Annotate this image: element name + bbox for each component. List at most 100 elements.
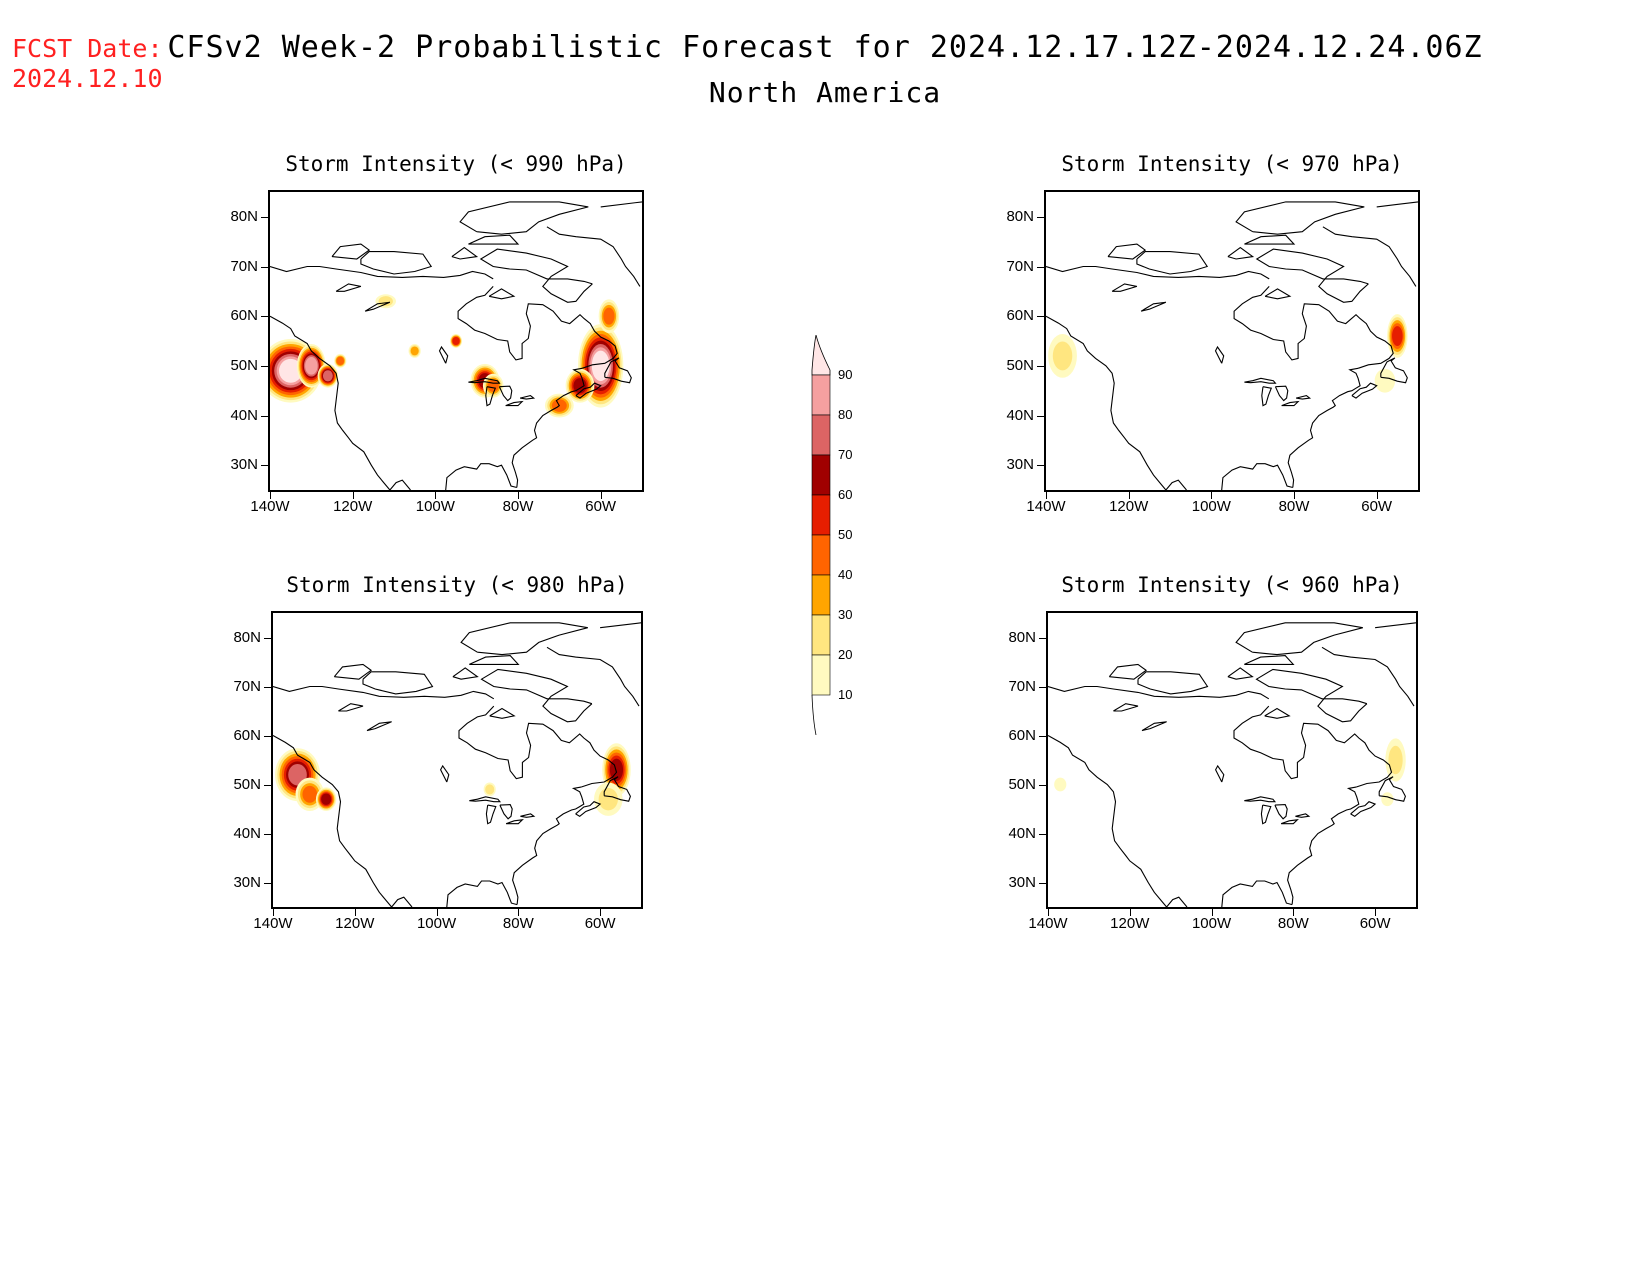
lon-tick [1046, 492, 1047, 499]
panel-title: Storm Intensity (< 960 hPa) [1061, 573, 1403, 597]
coastline [1380, 357, 1408, 384]
colorbar-label: 60 [838, 487, 853, 502]
coastline [439, 764, 450, 783]
lon-label: 60W [1359, 915, 1391, 932]
colorbar-swatch [811, 654, 831, 696]
coastline [488, 288, 516, 300]
lat-label: 50N [1006, 356, 1034, 374]
lon-label: 100W [1191, 498, 1231, 515]
coastline [499, 804, 513, 820]
coastline [489, 707, 516, 719]
lat-label: 30N [1006, 456, 1034, 474]
lat-label: 30N [230, 456, 258, 474]
lat-label: 40N [1008, 824, 1036, 842]
probability-area [452, 337, 460, 345]
probability-area [321, 793, 332, 805]
lon-tick [1293, 909, 1295, 916]
coastline [1287, 786, 1360, 905]
colorbar-swatch [811, 374, 831, 416]
coastline [546, 646, 640, 707]
coastline [1235, 622, 1363, 656]
lon-label: 140W [253, 915, 293, 932]
lon-label: 100W [415, 498, 455, 515]
coastline [1295, 813, 1311, 818]
coastline [1140, 301, 1167, 312]
lon-tick [1376, 492, 1378, 499]
coastline [575, 382, 602, 399]
coastline [1165, 479, 1187, 490]
lat-label: 70N [233, 677, 261, 695]
coastline [338, 703, 364, 712]
lat-tick [1039, 784, 1046, 786]
probability-area [302, 785, 318, 803]
colorbar-swatch [811, 574, 831, 616]
lon-label: 120W [1110, 915, 1150, 932]
probability-area [336, 356, 345, 366]
lat-label: 60N [230, 307, 258, 325]
coastline [1166, 896, 1188, 907]
coastline [1321, 646, 1415, 707]
coastline [469, 655, 520, 665]
lon-label: 60W [585, 498, 617, 515]
lat-tick [1037, 266, 1044, 268]
forecast-date-value: 2024.12.10 [12, 64, 163, 93]
coastline [459, 201, 589, 235]
lat-tick [1039, 686, 1046, 688]
coastline [446, 880, 518, 907]
coastline [1255, 668, 1368, 723]
colorbar-label: 80 [838, 407, 853, 422]
lon-tick [1211, 909, 1213, 916]
coastline [505, 819, 524, 825]
lat-tick [1039, 882, 1046, 884]
probability-area [279, 358, 303, 383]
coastline [1233, 705, 1393, 788]
map-p970 [1044, 190, 1420, 492]
colorbar-canvas [811, 334, 831, 736]
colorbar-label: 20 [838, 647, 853, 662]
colorbar-label: 70 [838, 447, 853, 462]
coastline [1280, 819, 1299, 825]
coastline [1113, 703, 1139, 712]
lat-label: 70N [1008, 677, 1036, 695]
coastline [458, 705, 618, 788]
coastline [1046, 315, 1167, 490]
panel-title: Storm Intensity (< 970 hPa) [1061, 152, 1403, 176]
coastline [1137, 671, 1209, 695]
lon-label: 80W [502, 915, 534, 932]
colorbar: 10 20 30 40 50 60 70 80 90 [810, 334, 852, 739]
lat-label: 40N [1006, 406, 1034, 424]
coastline [1281, 400, 1300, 407]
lat-tick [1037, 216, 1044, 218]
coastline [485, 804, 497, 825]
map-canvas [270, 201, 642, 490]
lon-label: 60W [1361, 498, 1393, 515]
lat-tick [261, 415, 268, 417]
coastline [364, 301, 391, 312]
lon-label: 140W [1028, 915, 1068, 932]
coastline [1141, 721, 1167, 732]
lon-tick [518, 492, 519, 499]
coastline [452, 667, 479, 680]
coastline [603, 776, 631, 802]
lat-label: 60N [1006, 307, 1034, 325]
lat-label: 50N [1008, 775, 1036, 793]
lat-label: 80N [230, 207, 258, 225]
lon-tick [600, 492, 602, 499]
coastline [1221, 463, 1293, 490]
lat-tick [264, 833, 271, 835]
lon-label: 120W [1109, 498, 1149, 515]
colorbar-swatch [811, 534, 831, 576]
coastline [485, 386, 497, 407]
colorbar-swatch [811, 494, 831, 536]
lat-tick [261, 216, 268, 218]
coastline [1287, 367, 1361, 488]
coastline [1046, 265, 1270, 280]
lat-label: 50N [233, 775, 261, 793]
coastline [457, 286, 618, 369]
coastline [270, 265, 494, 280]
coastline [1227, 246, 1255, 260]
lon-tick [600, 909, 602, 916]
coastline [1264, 288, 1292, 300]
coastline [1111, 283, 1138, 292]
coastline [600, 622, 641, 629]
